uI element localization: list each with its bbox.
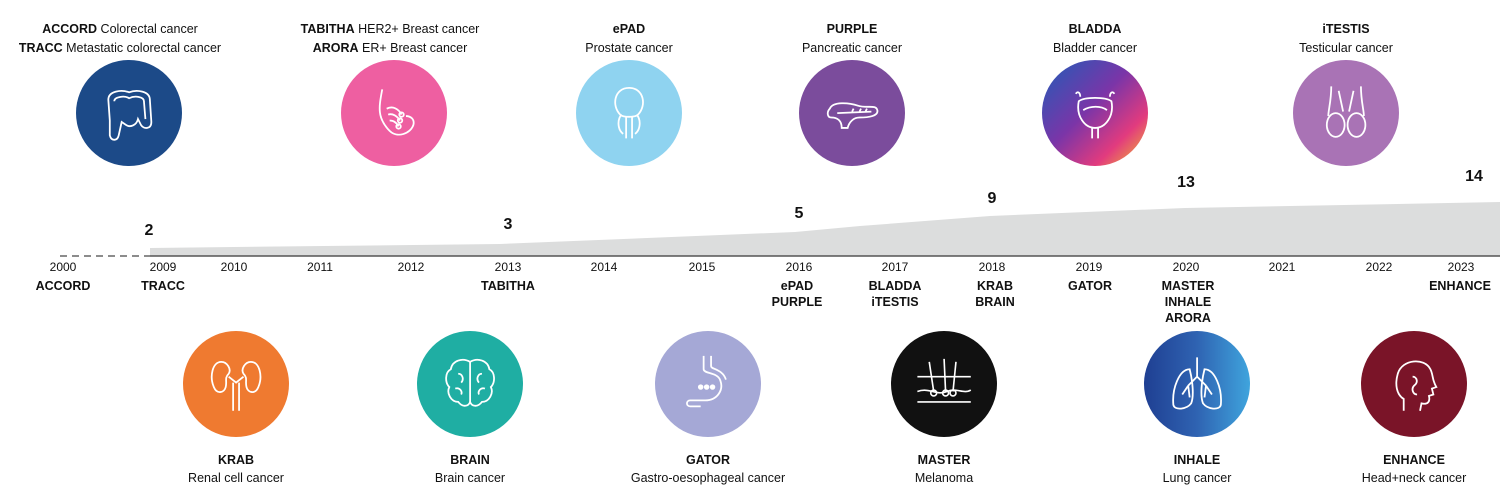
year-label: 2012	[397, 260, 425, 274]
count-label: 13	[1177, 174, 1195, 191]
study-desc-epad: Prostate cancer	[585, 41, 673, 55]
timeline-study-2019: GATOR	[1068, 279, 1112, 293]
lungs-icon	[1144, 331, 1250, 437]
study-label-krab: KRAB	[217, 453, 255, 467]
year-label: 2017	[881, 260, 909, 274]
bladder-icon	[1042, 60, 1148, 166]
study-label-inhale: INHALE	[1173, 453, 1221, 467]
timeline-study-2018: KRAB BRAIN	[975, 279, 1015, 309]
year-label: 2016	[785, 260, 813, 274]
study-desc-itestis: Testicular cancer	[1299, 41, 1393, 55]
study-label-gator: GATOR	[686, 453, 730, 467]
timeline-study-2000: ACCORD	[35, 279, 91, 293]
study-label-master: MASTER	[917, 453, 971, 467]
colon-icon	[76, 60, 182, 166]
study-desc-inhale: Lung cancer	[1162, 471, 1232, 485]
year-label: 2021	[1268, 260, 1296, 274]
timeline-study-2020: MASTER INHALE ARORA	[1161, 279, 1215, 325]
study-desc-enhance: Head+neck cancer	[1361, 471, 1467, 485]
study-desc-krab: Renal cell cancer	[188, 471, 284, 485]
study-desc-gator: Gastro-oesophageal cancer	[630, 471, 786, 485]
year-label: 2011	[307, 260, 333, 274]
year-label: 2018	[978, 260, 1006, 274]
year-label: 2014	[590, 260, 618, 274]
study-label-tracc: TRACC Metastatic colorectal cancer	[18, 41, 222, 55]
study-desc-brain: Brain cancer	[434, 471, 506, 485]
year-label: 2022	[1365, 260, 1393, 274]
study-label-bladda: BLADDA	[1068, 22, 1122, 36]
study-label-tabitha: TABITHA HER2+ Breast cancer	[300, 22, 480, 36]
timeline-study-2017: BLADDA iTESTIS	[868, 279, 922, 309]
stomach-icon	[655, 331, 761, 437]
timeline-study-2013: TABITHA	[481, 279, 535, 293]
prostate-icon	[576, 60, 682, 166]
year-label: 2020	[1172, 260, 1200, 274]
study-label-itestis: iTESTIS	[1322, 22, 1370, 36]
year-label: 2023	[1447, 260, 1475, 274]
study-label-brain: BRAIN	[450, 453, 490, 467]
study-desc-purple: Pancreatic cancer	[801, 41, 903, 55]
study-label-enhance: ENHANCE	[1383, 453, 1445, 467]
testis-icon	[1293, 60, 1399, 166]
year-label: 2013	[494, 260, 522, 274]
skin-icon	[891, 331, 997, 437]
study-desc-bladda: Bladder cancer	[1052, 41, 1138, 55]
count-label: 5	[794, 205, 804, 222]
cumulative-area	[150, 202, 1500, 256]
study-label-accord: ACCORD Colorectal cancer	[42, 22, 198, 36]
year-label: 2010	[220, 260, 248, 274]
year-label: 2009	[149, 260, 177, 274]
kidney-icon	[183, 331, 289, 437]
pancreas-icon	[799, 60, 905, 166]
year-label: 2015	[688, 260, 716, 274]
study-desc-master: Melanoma	[914, 471, 974, 485]
year-label: 2000	[49, 260, 77, 274]
brain-icon	[417, 331, 523, 437]
head-icon	[1361, 331, 1467, 437]
count-label: 2	[144, 222, 154, 239]
year-label: 2019	[1075, 260, 1103, 274]
breast-icon	[341, 60, 447, 166]
count-label: 14	[1465, 168, 1483, 185]
count-label: 3	[503, 216, 513, 233]
timeline-study-2016: ePAD PURPLE	[771, 279, 823, 309]
timeline-study-2009: TRACC	[141, 279, 185, 293]
study-label-purple: PURPLE	[826, 22, 878, 36]
study-label-epad: ePAD	[612, 22, 646, 36]
timeline-study-2023: ENHANCE	[1429, 279, 1491, 293]
count-label: 9	[987, 190, 997, 207]
study-label-arora: ARORA ER+ Breast cancer	[312, 41, 468, 55]
